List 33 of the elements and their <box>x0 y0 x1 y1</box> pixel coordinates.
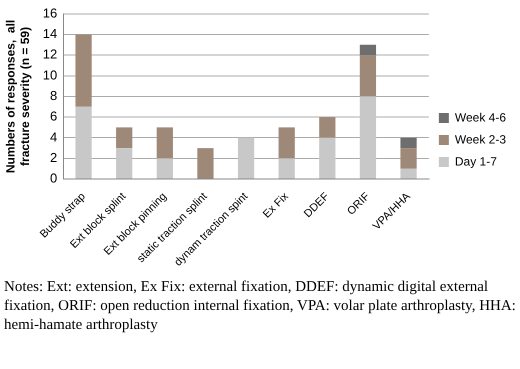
y-tick-label: 14 <box>42 26 58 42</box>
y-tick-label: 10 <box>42 67 58 82</box>
legend-label: Week 4-6 <box>454 110 506 124</box>
bar <box>360 44 376 56</box>
y-axis-title: Numbers of responses, all fracture severity (n = 59) <box>4 20 32 174</box>
bar <box>319 117 336 138</box>
bar <box>360 96 376 179</box>
bar <box>400 148 417 169</box>
legend-label: Day 1-7 <box>454 154 498 168</box>
bar <box>360 55 376 96</box>
y-tick-label: 4 <box>50 129 58 144</box>
legend-label: Week 2-3 <box>454 132 506 146</box>
x-tick-label: Ex Fix <box>260 190 292 221</box>
bar <box>116 148 132 179</box>
y-tick-label: 12 <box>42 46 58 62</box>
bar <box>75 34 92 107</box>
bar <box>156 158 173 179</box>
bar <box>400 138 417 148</box>
y-tick-label: 6 <box>50 108 58 124</box>
y-tick-label: 0 <box>50 170 58 186</box>
bar <box>319 138 336 179</box>
bar <box>156 127 173 158</box>
y-tick-label: 16 <box>42 5 58 20</box>
bar <box>197 148 214 179</box>
bar <box>278 158 295 179</box>
bar <box>75 106 92 179</box>
bar <box>278 127 295 158</box>
bar <box>238 138 254 179</box>
bar <box>116 127 132 148</box>
y-tick-label: 2 <box>50 150 58 165</box>
y-tick-label: 8 <box>50 88 58 104</box>
bar <box>400 168 417 179</box>
text: Notes: Ext: extension, Ex Fix: external fixation, DDEF: dynamic digital external fixation, ORIF: open reduction internal fixation, VPA: volar plate arthroplasty, HHA: hemi-hamate arthroplasty <box>4 278 516 335</box>
